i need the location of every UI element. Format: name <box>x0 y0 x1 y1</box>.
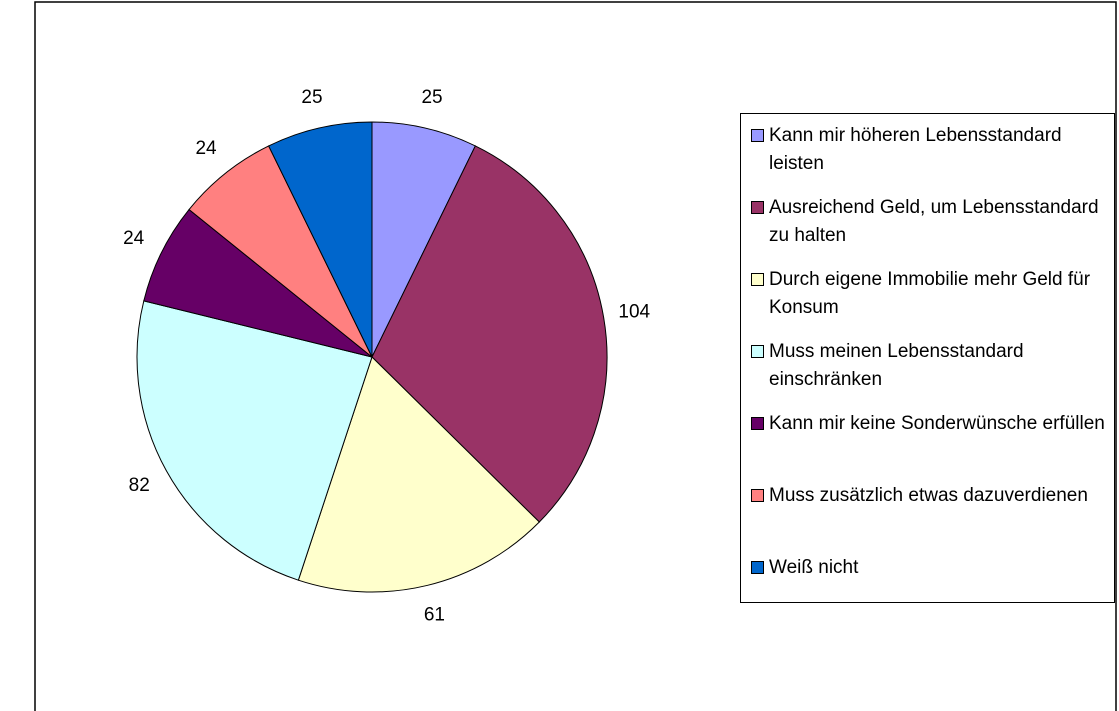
pie-slice <box>267 121 373 358</box>
legend-swatch <box>751 417 764 430</box>
data-label: 25 <box>421 87 442 108</box>
legend-entry: Kann mir höheren Lebensstandard leisten <box>749 122 1114 194</box>
data-label: 25 <box>301 87 322 108</box>
legend-entry: Muss zusätzlich etwas dazuverdienen <box>749 482 1114 554</box>
legend-entry: Kann mir keine Sonderwünsche erfüllen <box>749 410 1114 482</box>
legend-entry: Durch eigene Immobilie mehr Geld für Kon… <box>749 266 1114 338</box>
legend-swatch <box>751 201 764 214</box>
legend-entry: Muss meinen Lebensstandard einschränken <box>749 338 1114 410</box>
legend-entry: Ausreichend Geld, um Lebensstandard zu h… <box>749 194 1114 266</box>
legend: Kann mir höheren Lebensstandard leisten A… <box>740 113 1115 603</box>
pie-slice <box>136 300 373 581</box>
data-label: 104 <box>618 301 650 322</box>
legend-label: Weiß nicht <box>769 557 859 578</box>
legend-label: Durch eigene Immobilie mehr Geld für Kon… <box>769 269 1091 318</box>
pie-slice <box>188 145 373 358</box>
legend-swatch <box>751 273 764 286</box>
legend-entry: Weiß nicht <box>749 554 1114 626</box>
data-label: 61 <box>424 605 445 626</box>
legend-label: Ausreichend Geld, um Lebensstandard zu h… <box>769 197 1099 246</box>
legend-label: Muss zusätzlich etwas dazuverdienen <box>769 485 1088 506</box>
legend-swatch <box>751 489 764 502</box>
legend-label: Kann mir höheren Lebensstandard leisten <box>769 125 1062 174</box>
data-label: 24 <box>123 228 145 249</box>
legend-label: Muss meinen Lebensstandard einschränken <box>769 341 1024 390</box>
legend-label: Kann mir keine Sonderwünsche erfüllen <box>769 413 1105 434</box>
pie-slice <box>297 356 541 593</box>
pie-slice <box>371 145 608 523</box>
legend-swatch <box>751 345 764 358</box>
data-label: 24 <box>195 138 217 159</box>
pie-slice <box>143 208 373 358</box>
data-label: 82 <box>129 475 150 496</box>
legend-swatch <box>751 561 764 574</box>
pie-slice <box>371 121 477 358</box>
legend-swatch <box>751 129 764 142</box>
